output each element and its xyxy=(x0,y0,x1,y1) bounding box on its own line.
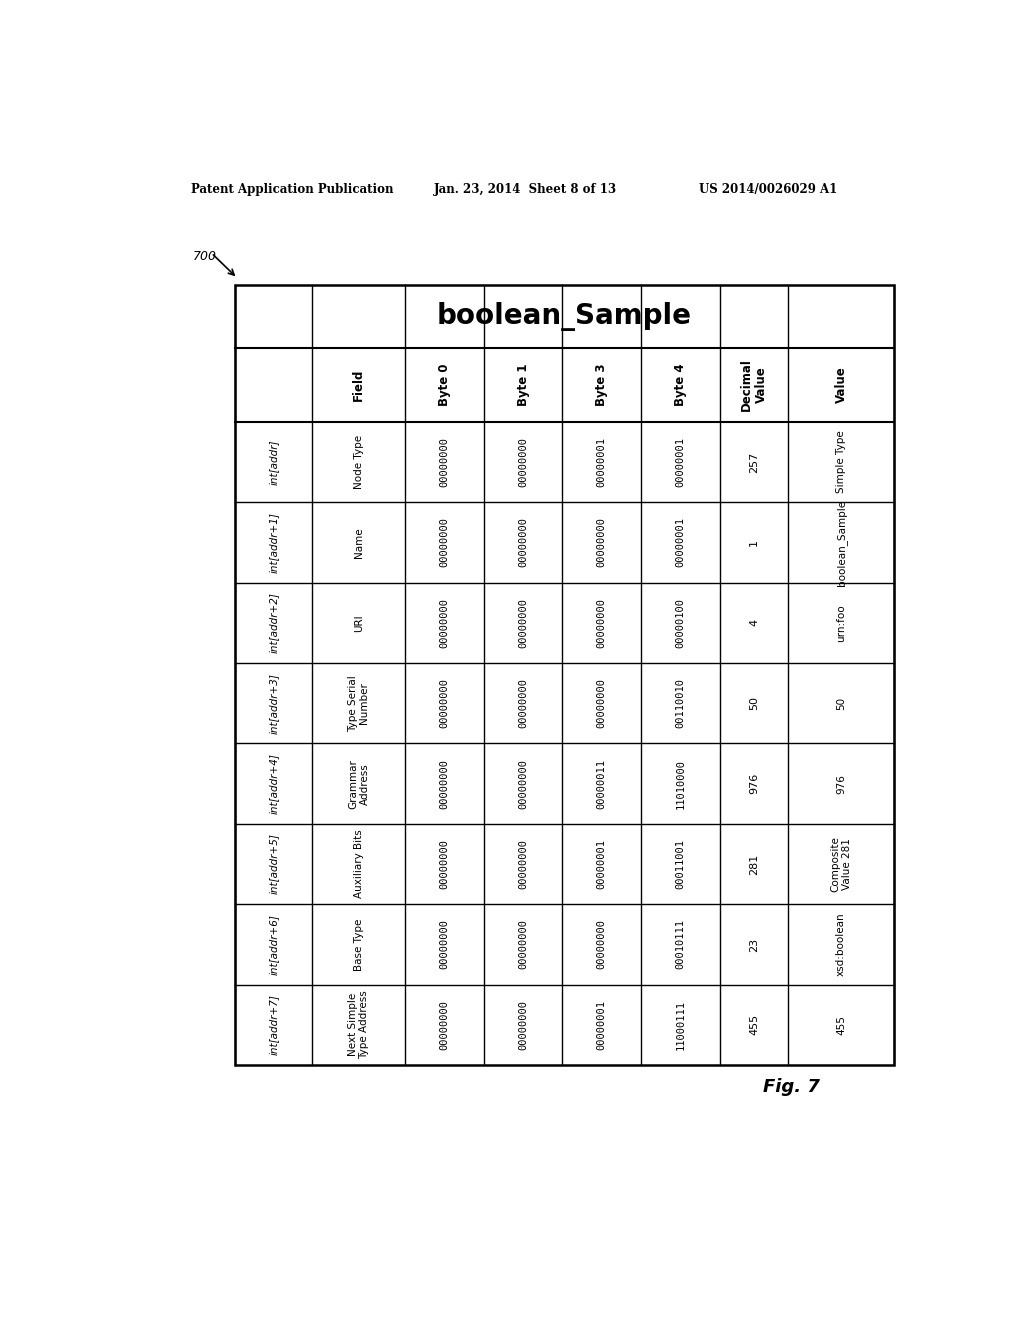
Text: Field: Field xyxy=(352,368,366,401)
Text: 00000001: 00000001 xyxy=(676,517,685,568)
Text: Value: Value xyxy=(835,367,848,403)
Text: 00000000: 00000000 xyxy=(518,678,528,729)
Text: 281: 281 xyxy=(750,854,759,875)
Text: Base Type: Base Type xyxy=(353,919,364,970)
Text: 00000100: 00000100 xyxy=(676,598,685,648)
Text: int[addr]: int[addr] xyxy=(268,440,279,484)
Text: int[addr+6]: int[addr+6] xyxy=(268,913,279,975)
Text: 00000000: 00000000 xyxy=(439,759,450,809)
Text: 700: 700 xyxy=(194,249,217,263)
Text: 00000000: 00000000 xyxy=(518,517,528,568)
Text: Byte 1: Byte 1 xyxy=(517,363,529,407)
Text: 00000000: 00000000 xyxy=(518,840,528,890)
Text: 1: 1 xyxy=(750,539,759,546)
Text: US 2014/0026029 A1: US 2014/0026029 A1 xyxy=(699,182,838,195)
Text: 00000000: 00000000 xyxy=(518,598,528,648)
Text: boolean_Sample: boolean_Sample xyxy=(437,302,692,331)
Text: Auxiliary Bits: Auxiliary Bits xyxy=(353,830,364,899)
Text: 50: 50 xyxy=(750,696,759,710)
FancyBboxPatch shape xyxy=(236,285,894,1065)
Text: 00000000: 00000000 xyxy=(518,759,528,809)
Text: Grammar
Address: Grammar Address xyxy=(348,759,370,809)
Text: Decimal
Value: Decimal Value xyxy=(740,359,768,412)
Text: 00000001: 00000001 xyxy=(597,437,607,487)
Text: 00010111: 00010111 xyxy=(676,920,685,969)
Text: 11010000: 11010000 xyxy=(676,759,685,809)
Text: 00000000: 00000000 xyxy=(439,920,450,969)
Text: int[addr+5]: int[addr+5] xyxy=(268,834,279,895)
Text: 00000000: 00000000 xyxy=(597,598,607,648)
Text: 976: 976 xyxy=(750,774,759,795)
Text: 00000000: 00000000 xyxy=(597,678,607,729)
Text: 00000000: 00000000 xyxy=(439,517,450,568)
Text: 455: 455 xyxy=(837,1015,846,1035)
Text: 00000000: 00000000 xyxy=(518,999,528,1049)
Text: int[addr+1]: int[addr+1] xyxy=(268,512,279,573)
Text: 11000111: 11000111 xyxy=(676,999,685,1049)
Text: 00011001: 00011001 xyxy=(676,840,685,890)
Text: 50: 50 xyxy=(837,697,846,710)
Text: xsd:boolean: xsd:boolean xyxy=(837,912,846,977)
Text: urn:foo: urn:foo xyxy=(837,605,846,642)
Text: 00000011: 00000011 xyxy=(597,759,607,809)
Text: Byte 3: Byte 3 xyxy=(595,363,608,407)
Text: Jan. 23, 2014  Sheet 8 of 13: Jan. 23, 2014 Sheet 8 of 13 xyxy=(433,182,616,195)
Text: 00000000: 00000000 xyxy=(439,598,450,648)
Text: int[addr+2]: int[addr+2] xyxy=(268,593,279,653)
Text: 976: 976 xyxy=(837,774,846,793)
Text: Next Simple
Type Address: Next Simple Type Address xyxy=(348,990,370,1059)
Text: Type Serial
Number: Type Serial Number xyxy=(348,675,370,731)
Text: Byte 4: Byte 4 xyxy=(674,363,687,407)
Text: 00110010: 00110010 xyxy=(676,678,685,729)
Text: Composite
Value 281: Composite Value 281 xyxy=(830,836,852,892)
Text: 257: 257 xyxy=(750,451,759,473)
Text: 00000000: 00000000 xyxy=(518,920,528,969)
Text: 4: 4 xyxy=(750,619,759,627)
Text: Node Type: Node Type xyxy=(353,436,364,490)
Text: boolean_Sample: boolean_Sample xyxy=(836,499,847,586)
Text: int[addr+4]: int[addr+4] xyxy=(268,754,279,814)
Text: 00000000: 00000000 xyxy=(439,678,450,729)
Text: Fig. 7: Fig. 7 xyxy=(763,1078,820,1096)
Text: 455: 455 xyxy=(750,1014,759,1035)
Text: Byte 0: Byte 0 xyxy=(438,363,451,407)
Text: Name: Name xyxy=(353,527,364,558)
Text: 00000001: 00000001 xyxy=(676,437,685,487)
Text: 00000000: 00000000 xyxy=(439,437,450,487)
Text: 00000000: 00000000 xyxy=(439,840,450,890)
Text: 00000000: 00000000 xyxy=(439,999,450,1049)
Text: 00000000: 00000000 xyxy=(597,920,607,969)
Text: 00000001: 00000001 xyxy=(597,840,607,890)
Text: int[addr+3]: int[addr+3] xyxy=(268,673,279,734)
Text: int[addr+7]: int[addr+7] xyxy=(268,994,279,1055)
Text: Patent Application Publication: Patent Application Publication xyxy=(191,182,394,195)
Text: Simple Type: Simple Type xyxy=(837,430,846,494)
Text: 00000001: 00000001 xyxy=(597,999,607,1049)
Text: 00000000: 00000000 xyxy=(597,517,607,568)
Text: 23: 23 xyxy=(750,937,759,952)
Text: URI: URI xyxy=(353,614,364,632)
Text: 00000000: 00000000 xyxy=(518,437,528,487)
